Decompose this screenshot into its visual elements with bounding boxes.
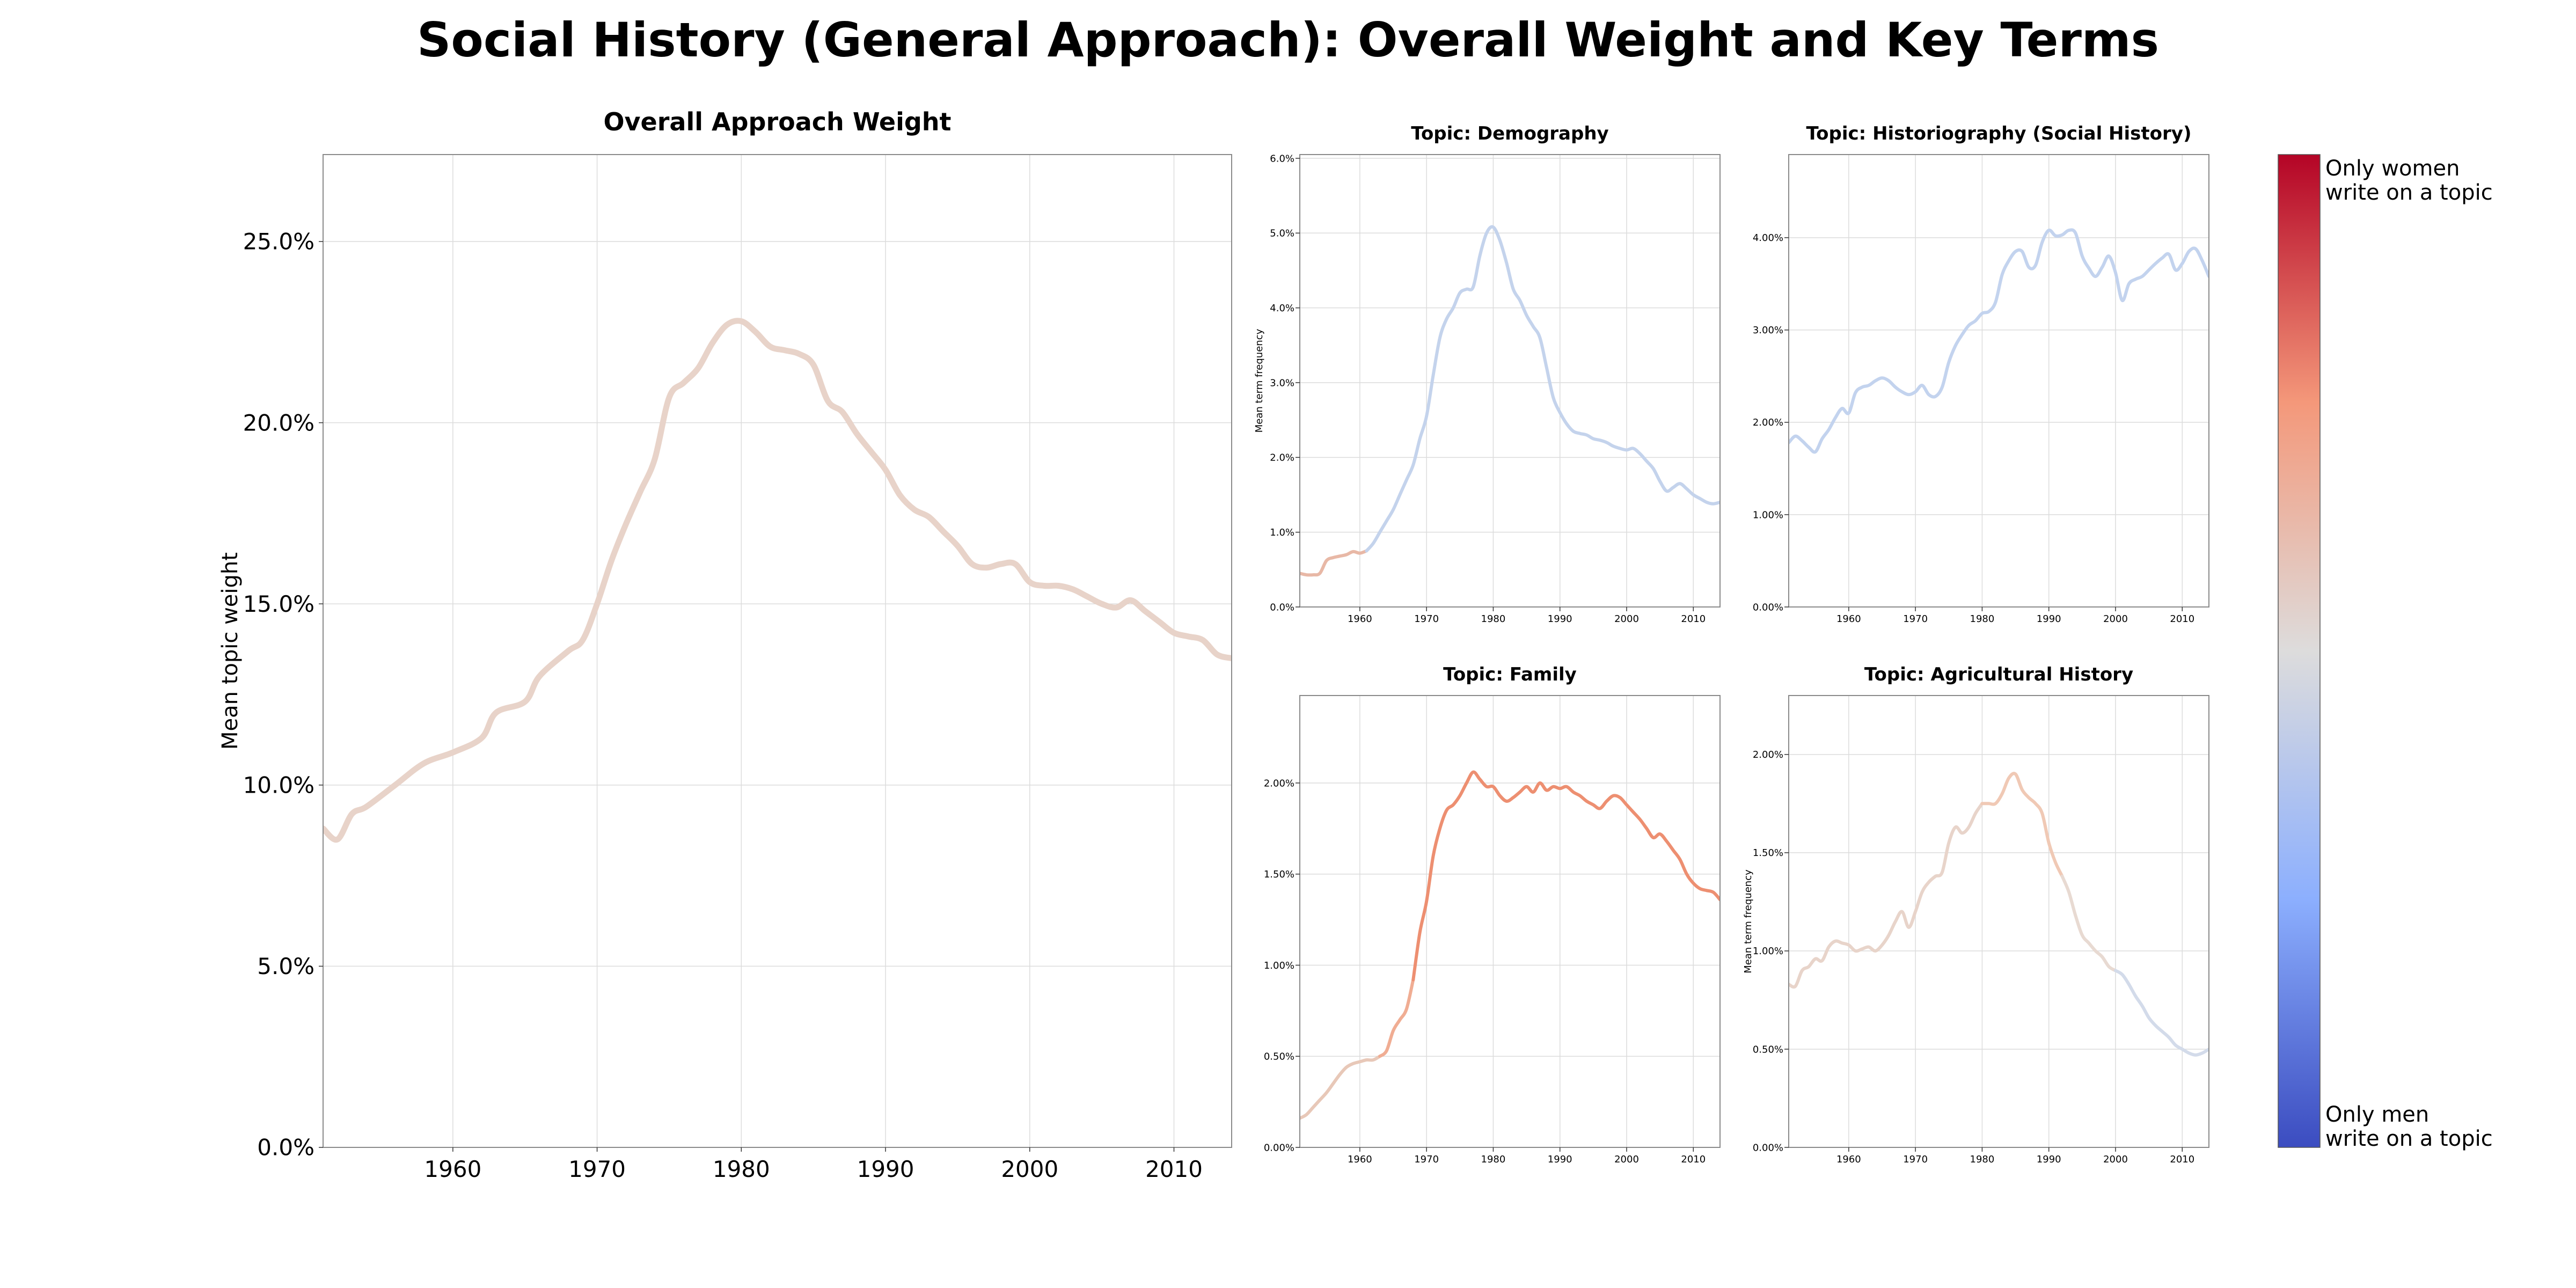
x-tick-label: 1970 — [1414, 613, 1439, 625]
panel-main: 1960 1970 1980 1990 2000 2010 0.0% 5.0% 10.0% 15.… — [218, 107, 1232, 1182]
panel-family: 1960 1970 1980 1990 2000 2010 0.00% 0.50% 1.00% 1… — [1264, 664, 1721, 1165]
y-tick-label: 6.0% — [1270, 153, 1294, 164]
x-tick-label: 2000 — [1614, 1154, 1639, 1165]
x-tick-label: 2000 — [2103, 1154, 2128, 1165]
y-axis-label: Mean term frequency — [1254, 328, 1265, 433]
y-tick-label: 15.0% — [243, 591, 314, 617]
plot-frame — [1788, 695, 2209, 1148]
x-tick-label: 2000 — [2103, 613, 2128, 625]
series-line-agricultural-segment-0 — [1789, 802, 1984, 989]
plot-frame — [1299, 695, 1721, 1148]
series-line-historiography — [1789, 228, 2209, 454]
x-tick-label: 1990 — [2037, 1154, 2061, 1165]
colorbar-bottom-label: Only men write on a topic — [2325, 1102, 2493, 1151]
colorbar-gradient — [2278, 154, 2321, 1148]
panel-historiography: 1960 1970 1980 1990 2000 2010 0.00% 1.00% 2.00% 3… — [1753, 123, 2209, 625]
y-tick-label: 5.0% — [257, 953, 314, 979]
y-tick-label: 0.50% — [1264, 1051, 1294, 1063]
x-tick-label: 1990 — [857, 1156, 914, 1182]
colorbar-bottom-label-line2: write on a topic — [2325, 1126, 2493, 1151]
plot-frame — [1299, 154, 1721, 608]
y-tick-label: 2.00% — [1753, 417, 1783, 428]
y-tick-label: 20.0% — [243, 409, 314, 436]
series-line-demography-segment-1 — [1365, 225, 1720, 553]
y-tick-label: 0.00% — [1753, 1142, 1783, 1153]
panel-title: Topic: Historiography (Social History) — [1806, 123, 2191, 144]
panel-title: Overall Approach Weight — [603, 107, 951, 136]
plot-frame — [1788, 154, 2209, 608]
x-tick-label: 2010 — [1681, 1154, 1706, 1165]
x-tick-label: 1970 — [568, 1156, 626, 1182]
x-tick-label: 1980 — [1970, 613, 1995, 625]
panel-title: Topic: Agricultural History — [1864, 664, 2133, 685]
x-tick-label: 1990 — [1548, 1154, 1572, 1165]
y-tick-label: 0.50% — [1753, 1044, 1783, 1055]
y-tick-label: 0.00% — [1264, 1142, 1294, 1153]
x-tick-label: 1970 — [1903, 1154, 1928, 1165]
y-tick-label: 2.00% — [1264, 778, 1294, 789]
x-tick-label: 1960 — [424, 1156, 481, 1182]
panel-demography: 1960 1970 1980 1990 2000 2010 0.0% 1.0% 2.0% 3.0%… — [1254, 123, 1721, 625]
colorbar: Only women write on a topic Only men wri… — [2278, 154, 2493, 1151]
y-tick-label: 1.50% — [1753, 847, 1783, 859]
series-line-agricultural-segment-3 — [2114, 969, 2209, 1057]
y-tick-label: 1.00% — [1753, 509, 1783, 521]
y-tick-label: 5.0% — [1270, 228, 1294, 239]
y-tick-label: 0.0% — [1270, 602, 1294, 613]
x-tick-label: 2010 — [1681, 613, 1706, 625]
x-tick-label: 1970 — [1414, 1154, 1439, 1165]
y-tick-label: 25.0% — [243, 229, 314, 255]
x-tick-label: 2000 — [1614, 613, 1639, 625]
y-tick-label: 1.0% — [1270, 527, 1294, 538]
y-tick-label: 4.00% — [1753, 232, 1783, 244]
panel-title: Topic: Family — [1443, 664, 1577, 685]
x-tick-label: 1990 — [2037, 613, 2061, 625]
y-tick-label: 2.00% — [1753, 749, 1783, 760]
x-tick-label: 1990 — [1548, 613, 1572, 625]
series-line-agricultural-segment-2 — [2060, 874, 2117, 972]
series-line-family-segment-0 — [1300, 1055, 1382, 1120]
y-tick-label: 2.0% — [1270, 452, 1294, 464]
colorbar-top-label-line1: Only women — [2325, 156, 2460, 181]
series-line-family-segment-2 — [1411, 770, 1720, 982]
x-tick-label: 1970 — [1903, 613, 1928, 625]
colorbar-top-label-line2: write on a topic — [2325, 180, 2493, 205]
y-axis-label: Mean term frequency — [1743, 869, 1754, 974]
x-tick-label: 1980 — [1970, 1154, 1995, 1165]
colorbar-top-label: Only women write on a topic — [2325, 156, 2493, 205]
y-axis-label: Mean topic weight — [218, 552, 243, 750]
panels: 1960 1970 1980 1990 2000 2010 0.0% 5.0% 10.0% 15.… — [218, 107, 2209, 1182]
y-tick-label: 3.00% — [1753, 325, 1783, 336]
y-tick-label: 0.0% — [257, 1135, 314, 1161]
x-tick-label: 1960 — [1836, 1154, 1861, 1165]
x-tick-label: 1980 — [713, 1156, 770, 1182]
y-tick-label: 3.0% — [1270, 377, 1294, 389]
y-tick-label: 0.00% — [1753, 602, 1783, 613]
series-line-main — [323, 318, 1232, 843]
y-tick-label: 1.00% — [1264, 960, 1294, 971]
series-line-family-segment-1 — [1378, 978, 1415, 1058]
x-tick-label: 1980 — [1481, 1154, 1506, 1165]
figure-title: Social History (General Approach): Overa… — [417, 12, 2159, 68]
y-tick-label: 1.50% — [1264, 869, 1294, 880]
x-tick-label: 2000 — [1001, 1156, 1058, 1182]
x-tick-label: 1980 — [1481, 613, 1506, 625]
x-tick-label: 2010 — [2170, 613, 2194, 625]
panel-agricultural: 1960 1970 1980 1990 2000 2010 0.00% 0.50% 1.00% 1… — [1743, 664, 2209, 1165]
series-line-agricultural-segment-1 — [1980, 772, 2064, 878]
plot-frame — [323, 154, 1232, 1148]
y-tick-label: 10.0% — [243, 772, 314, 799]
x-tick-label: 1960 — [1348, 1154, 1372, 1165]
x-tick-label: 1960 — [1836, 613, 1861, 625]
x-tick-label: 1960 — [1348, 613, 1372, 625]
colorbar-bottom-label-line1: Only men — [2325, 1102, 2429, 1127]
panel-title: Topic: Demography — [1411, 123, 1608, 144]
y-tick-label: 4.0% — [1270, 303, 1294, 314]
y-tick-label: 1.00% — [1753, 946, 1783, 957]
x-tick-label: 2010 — [1145, 1156, 1203, 1182]
x-tick-label: 2010 — [2170, 1154, 2194, 1165]
series-line-demography-segment-0 — [1300, 549, 1368, 577]
